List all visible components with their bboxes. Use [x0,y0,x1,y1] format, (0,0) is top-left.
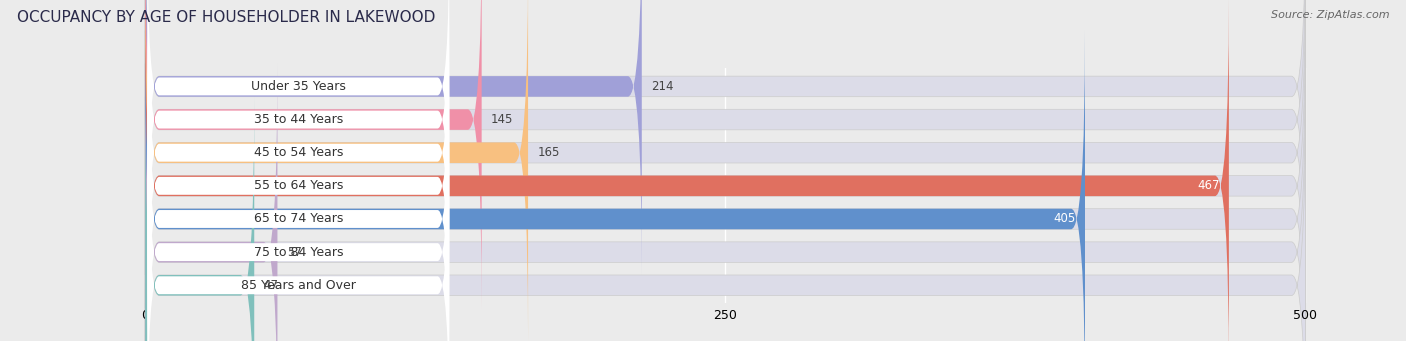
FancyBboxPatch shape [145,30,1085,341]
Text: 45 to 54 Years: 45 to 54 Years [253,146,343,159]
FancyBboxPatch shape [145,0,1305,308]
FancyBboxPatch shape [148,95,449,341]
FancyBboxPatch shape [145,0,482,308]
FancyBboxPatch shape [148,0,449,243]
FancyBboxPatch shape [145,63,1305,341]
Text: 57: 57 [287,246,302,258]
FancyBboxPatch shape [145,0,1305,275]
FancyBboxPatch shape [145,0,1305,341]
Text: Under 35 Years: Under 35 Years [250,80,346,93]
FancyBboxPatch shape [148,0,449,309]
Text: Source: ZipAtlas.com: Source: ZipAtlas.com [1271,10,1389,20]
Text: 214: 214 [651,80,673,93]
Text: 145: 145 [491,113,513,126]
Text: 467: 467 [1197,179,1219,192]
Text: 55 to 64 Years: 55 to 64 Years [253,179,343,192]
FancyBboxPatch shape [145,63,277,341]
Text: 85 Years and Over: 85 Years and Over [240,279,356,292]
FancyBboxPatch shape [145,97,1305,341]
Text: 35 to 44 Years: 35 to 44 Years [253,113,343,126]
FancyBboxPatch shape [148,129,449,341]
FancyBboxPatch shape [148,62,449,341]
FancyBboxPatch shape [145,97,254,341]
FancyBboxPatch shape [148,0,449,276]
FancyBboxPatch shape [148,29,449,341]
FancyBboxPatch shape [145,0,641,275]
FancyBboxPatch shape [145,0,529,341]
FancyBboxPatch shape [145,0,1229,341]
FancyBboxPatch shape [145,0,1305,341]
Text: 405: 405 [1053,212,1076,225]
Text: 47: 47 [263,279,278,292]
Text: OCCUPANCY BY AGE OF HOUSEHOLDER IN LAKEWOOD: OCCUPANCY BY AGE OF HOUSEHOLDER IN LAKEW… [17,10,436,25]
Text: 75 to 84 Years: 75 to 84 Years [253,246,343,258]
Text: 165: 165 [537,146,560,159]
FancyBboxPatch shape [145,30,1305,341]
Text: 65 to 74 Years: 65 to 74 Years [253,212,343,225]
